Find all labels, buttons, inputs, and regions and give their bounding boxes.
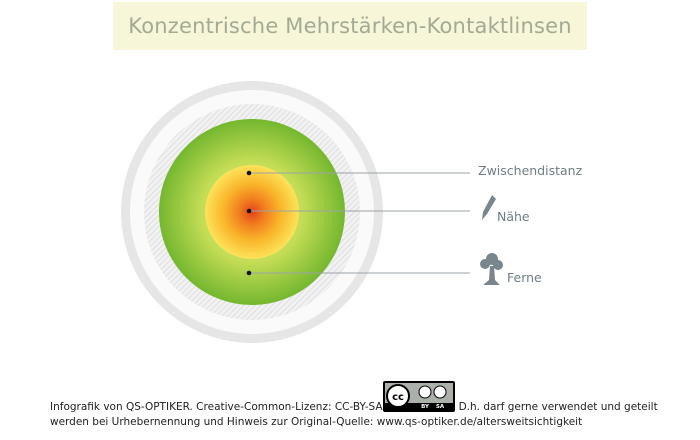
cc-circle [386,384,410,408]
cc-badge: cc BY SA [383,381,455,412]
title: Konzentrische Mehrstärken-Kontaktlinsen [128,14,572,38]
pointer-dot [246,170,252,176]
footer-line: werden bei Urhebernennung und Hinweis zu… [50,415,658,430]
badge-art: cc BY SA [385,383,453,410]
tree-icon [480,253,503,285]
cc-text: cc [392,392,404,403]
pointer-dot [246,208,252,214]
label: Nähe [497,209,530,224]
footer-text: werden bei Urhebernennung und Hinweis zu… [50,416,583,428]
footer-text: Infografik von QS-OPTIKER. Creative-Comm… [50,401,383,413]
footer-text: D.h. darf gerne verwendet und geteilt [458,401,658,413]
label: Ferne [507,270,542,285]
by-icon [418,385,432,399]
footer: Infografik von QS-OPTIKER. Creative-Comm… [50,400,658,430]
by-text: BY [421,404,430,410]
near-zone [205,165,299,259]
label: Zwischendistanz [478,163,583,178]
sa-text: SA [436,404,445,410]
pen-icon [482,195,496,220]
footer-line: Infografik von QS-OPTIKER. Creative-Comm… [50,400,658,415]
pointer-dot [246,270,252,276]
title-box: Konzentrische Mehrstärken-Kontaktlinsen [113,2,587,50]
sa-icon [433,385,447,399]
